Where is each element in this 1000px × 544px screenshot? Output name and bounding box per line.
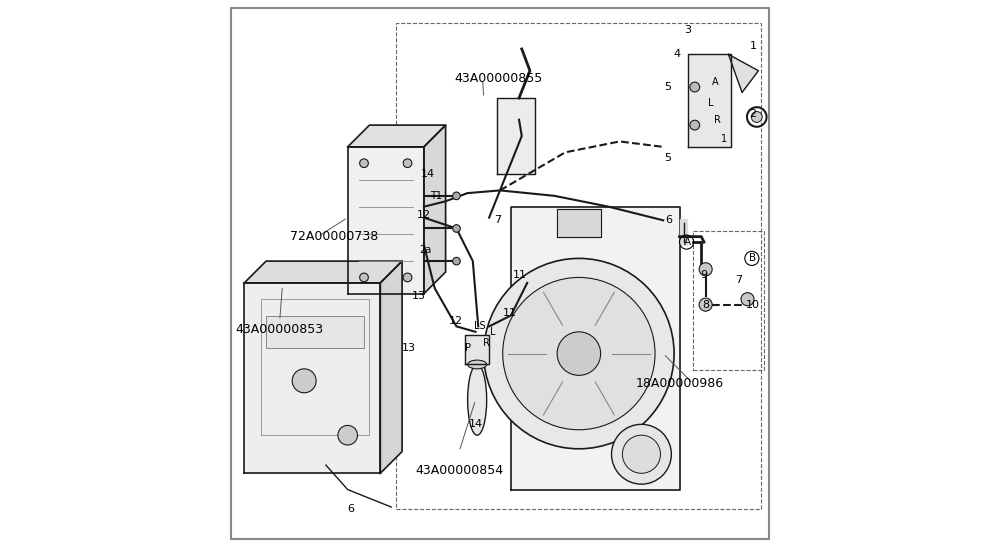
Circle shape (699, 298, 712, 311)
Polygon shape (244, 261, 402, 283)
Circle shape (612, 424, 671, 484)
Text: 6: 6 (347, 504, 354, 514)
Circle shape (622, 435, 660, 473)
Text: 9: 9 (700, 270, 708, 280)
Circle shape (453, 225, 460, 232)
Polygon shape (348, 125, 446, 147)
Text: 10: 10 (746, 300, 760, 310)
Text: 3: 3 (684, 25, 691, 35)
Text: LS: LS (474, 322, 485, 331)
Circle shape (453, 192, 460, 200)
Polygon shape (380, 261, 402, 473)
Text: A: A (684, 237, 691, 247)
Polygon shape (728, 54, 758, 92)
Text: 2: 2 (749, 109, 757, 119)
Circle shape (360, 273, 368, 282)
Circle shape (557, 332, 601, 375)
Circle shape (453, 257, 460, 265)
Text: L: L (490, 327, 496, 337)
Text: B: B (749, 254, 757, 263)
Polygon shape (465, 335, 489, 364)
Text: 12: 12 (448, 316, 462, 326)
Text: 12: 12 (417, 210, 431, 220)
Text: R: R (483, 338, 490, 348)
Circle shape (338, 425, 357, 445)
Polygon shape (424, 125, 446, 294)
Text: 6: 6 (665, 215, 672, 225)
Polygon shape (511, 207, 680, 490)
Text: 1: 1 (749, 41, 756, 51)
Polygon shape (497, 98, 535, 174)
Text: 2a: 2a (419, 245, 431, 255)
Text: 72A00000738: 72A00000738 (290, 230, 378, 243)
Circle shape (741, 293, 754, 306)
Circle shape (503, 277, 655, 430)
Circle shape (403, 273, 412, 282)
Polygon shape (244, 283, 380, 473)
Text: 13: 13 (411, 292, 425, 301)
Circle shape (484, 258, 674, 449)
Text: 13: 13 (402, 343, 416, 353)
Text: 4: 4 (673, 50, 680, 59)
Text: 7: 7 (494, 215, 501, 225)
Ellipse shape (468, 360, 487, 369)
Circle shape (751, 112, 762, 122)
Text: T1: T1 (430, 191, 442, 201)
Text: R: R (714, 115, 721, 125)
Circle shape (699, 263, 712, 276)
Circle shape (292, 369, 316, 393)
Text: 14: 14 (468, 419, 483, 429)
Circle shape (690, 120, 700, 130)
Text: 43A00000855: 43A00000855 (455, 72, 543, 85)
Text: 18A00000986: 18A00000986 (635, 377, 724, 390)
Text: 11: 11 (503, 308, 517, 318)
Text: 7: 7 (735, 275, 742, 285)
Bar (266, 316, 364, 348)
Text: 43A00000853: 43A00000853 (236, 323, 324, 336)
Text: 5: 5 (664, 82, 671, 92)
Text: 11: 11 (513, 270, 527, 280)
Polygon shape (348, 147, 424, 294)
Text: 43A00000854: 43A00000854 (415, 464, 503, 477)
Circle shape (403, 159, 412, 168)
Polygon shape (557, 209, 601, 237)
Text: L: L (708, 98, 714, 108)
Circle shape (690, 82, 700, 92)
Text: P: P (465, 343, 471, 353)
Text: A: A (712, 77, 718, 86)
Text: 8: 8 (702, 300, 709, 310)
Text: 1: 1 (721, 134, 727, 144)
Ellipse shape (468, 364, 487, 435)
Circle shape (360, 159, 368, 168)
Polygon shape (688, 54, 731, 147)
Text: 5: 5 (664, 153, 671, 163)
Text: 14: 14 (421, 169, 435, 179)
